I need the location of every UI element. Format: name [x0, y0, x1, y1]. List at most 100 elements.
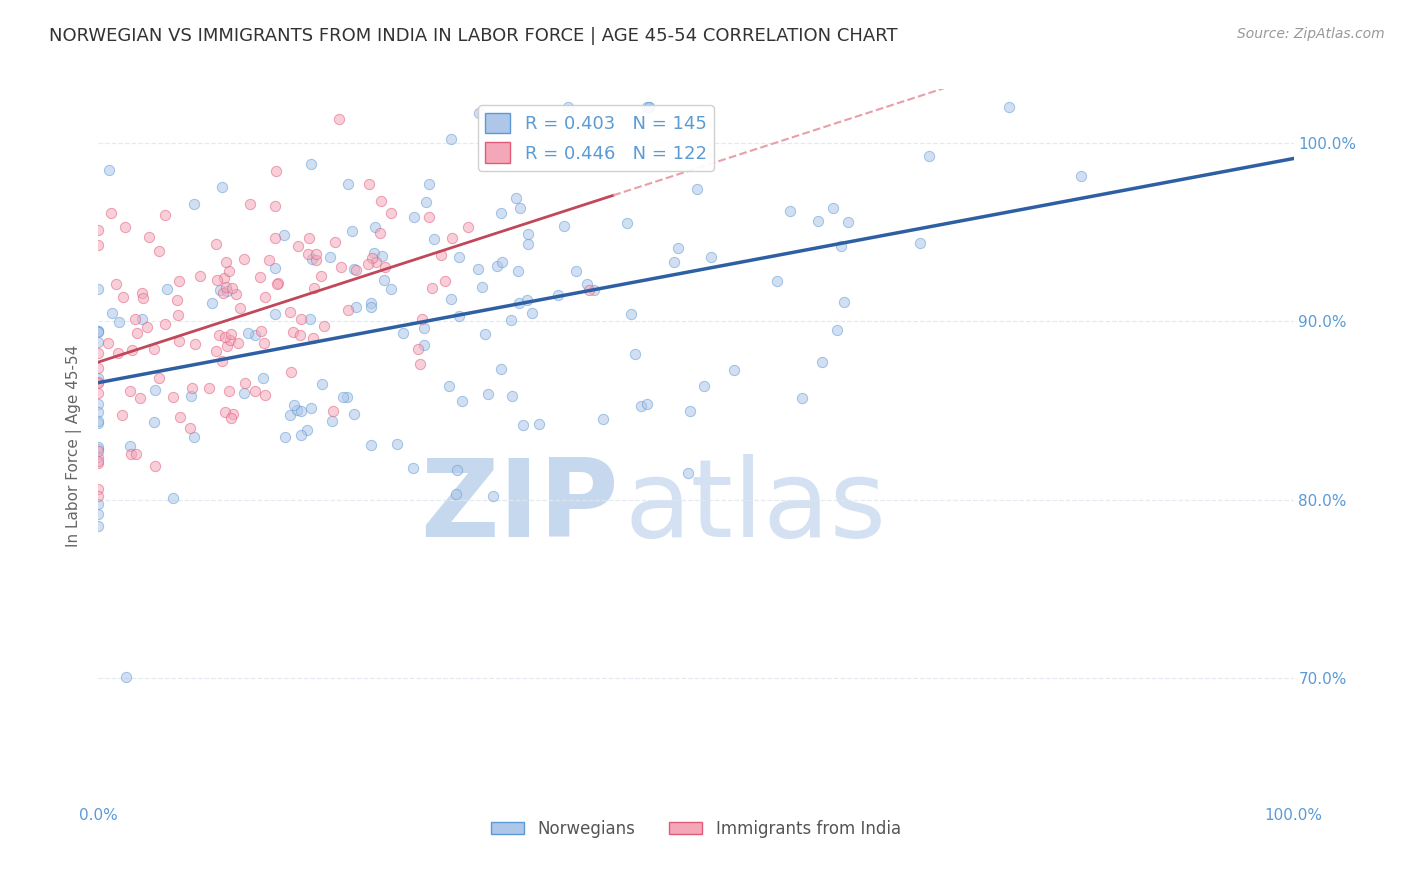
- Point: [305, 253, 328, 268]
- Point: [312, 318, 335, 333]
- Point: [370, 227, 392, 241]
- Point: [380, 206, 402, 220]
- Point: [423, 232, 446, 246]
- Point: [700, 250, 723, 264]
- Point: [87, 497, 110, 511]
- Point: [311, 376, 333, 391]
- Point: [283, 398, 305, 412]
- Point: [323, 235, 346, 250]
- Point: [723, 363, 745, 377]
- Point: [184, 336, 207, 351]
- Point: [638, 100, 661, 114]
- Point: [420, 280, 443, 294]
- Point: [468, 106, 491, 120]
- Point: [87, 454, 110, 468]
- Point: [280, 365, 302, 379]
- Point: [181, 381, 204, 395]
- Point: [998, 100, 1021, 114]
- Point: [413, 321, 436, 335]
- Point: [87, 405, 110, 419]
- Point: [121, 343, 143, 358]
- Point: [447, 250, 470, 264]
- Point: [508, 264, 530, 278]
- Point: [232, 386, 254, 401]
- Point: [254, 290, 277, 304]
- Point: [385, 437, 408, 451]
- Point: [343, 261, 366, 276]
- Point: [252, 371, 274, 385]
- Point: [553, 219, 575, 234]
- Point: [266, 277, 288, 291]
- Point: [239, 197, 262, 211]
- Point: [87, 222, 110, 236]
- Point: [491, 362, 513, 376]
- Point: [243, 384, 266, 398]
- Point: [131, 285, 153, 300]
- Point: [87, 282, 110, 296]
- Point: [290, 312, 312, 326]
- Point: [1070, 169, 1092, 184]
- Point: [505, 191, 527, 205]
- Point: [243, 327, 266, 342]
- Point: [344, 300, 367, 314]
- Point: [87, 397, 110, 411]
- Point: [249, 270, 271, 285]
- Point: [179, 421, 201, 435]
- Point: [328, 112, 350, 127]
- Point: [120, 439, 142, 453]
- Point: [298, 231, 321, 245]
- Point: [517, 237, 540, 252]
- Point: [107, 315, 129, 329]
- Point: [87, 456, 110, 470]
- Point: [87, 442, 110, 456]
- Point: [205, 236, 228, 251]
- Point: [238, 326, 260, 340]
- Point: [87, 346, 110, 360]
- Point: [638, 100, 661, 114]
- Point: [233, 252, 256, 266]
- Point: [290, 428, 312, 442]
- Point: [87, 324, 110, 338]
- Point: [136, 320, 159, 334]
- Point: [226, 335, 249, 350]
- Point: [285, 403, 308, 417]
- Point: [402, 461, 425, 475]
- Point: [499, 312, 522, 326]
- Point: [371, 249, 394, 263]
- Point: [118, 384, 141, 398]
- Point: [273, 227, 295, 242]
- Point: [830, 238, 852, 252]
- Point: [364, 255, 387, 269]
- Point: [415, 195, 437, 210]
- Point: [823, 201, 845, 215]
- Point: [406, 342, 429, 356]
- Point: [212, 270, 235, 285]
- Point: [363, 245, 385, 260]
- Point: [319, 250, 342, 264]
- Point: [592, 412, 614, 426]
- Point: [380, 283, 402, 297]
- Point: [217, 284, 239, 298]
- Point: [124, 312, 146, 326]
- Point: [264, 307, 287, 321]
- Point: [162, 491, 184, 506]
- Point: [87, 450, 110, 465]
- Point: [198, 381, 221, 395]
- Point: [132, 292, 155, 306]
- Point: [440, 293, 463, 307]
- Point: [299, 157, 322, 171]
- Point: [209, 284, 232, 298]
- Point: [370, 194, 392, 209]
- Point: [790, 391, 813, 405]
- Point: [485, 259, 508, 273]
- Point: [87, 375, 110, 389]
- Point: [512, 417, 534, 432]
- Point: [125, 326, 148, 340]
- Point: [225, 287, 247, 301]
- Point: [148, 371, 170, 385]
- Point: [112, 290, 135, 304]
- Point: [437, 378, 460, 392]
- Text: Source: ZipAtlas.com: Source: ZipAtlas.com: [1237, 27, 1385, 41]
- Y-axis label: In Labor Force | Age 45-54: In Labor Force | Age 45-54: [66, 345, 83, 547]
- Point: [211, 354, 233, 368]
